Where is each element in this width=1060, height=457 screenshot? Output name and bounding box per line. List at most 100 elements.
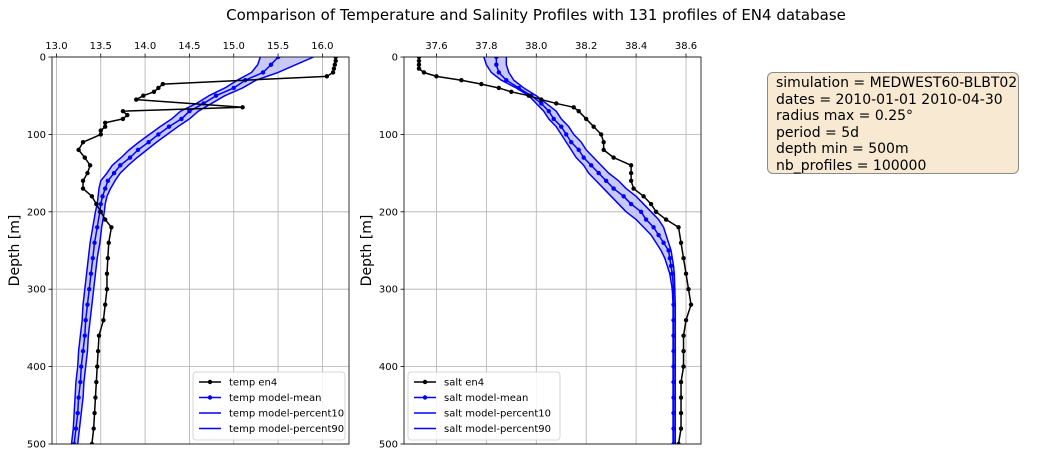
data-point — [102, 186, 108, 191]
data-point — [90, 256, 95, 261]
data-point — [479, 81, 484, 87]
data-point — [678, 240, 684, 245]
data-point — [151, 89, 157, 95]
info-dates: dates = 2010-01-01 2010-04-30 — [776, 91, 1003, 108]
data-point — [260, 70, 266, 75]
data-point — [671, 410, 676, 416]
data-point — [120, 116, 126, 122]
data-point — [156, 132, 161, 137]
data-point — [559, 124, 564, 129]
x-tick-label: 14.0 — [134, 41, 156, 52]
data-point — [596, 170, 601, 176]
data-point — [611, 186, 616, 191]
data-point — [87, 163, 93, 168]
legend-label: salt en4 — [444, 378, 484, 389]
x-tick-label: 38.0 — [525, 41, 547, 52]
legend-marker — [207, 395, 213, 400]
data-point — [628, 178, 634, 184]
data-point — [496, 85, 502, 91]
axes-frame — [51, 56, 350, 445]
data-point — [98, 132, 103, 137]
data-point — [588, 163, 594, 168]
data-point — [416, 62, 422, 67]
y-tick-label: 100 — [27, 130, 46, 141]
data-point — [104, 271, 110, 276]
x-tick-label: 37.6 — [425, 41, 447, 52]
data-point — [681, 256, 686, 261]
axes-frame — [403, 56, 702, 445]
data-point — [551, 116, 556, 122]
data-point — [683, 317, 689, 323]
data-point — [134, 97, 139, 102]
data-point — [160, 81, 166, 87]
legend-marker — [207, 379, 213, 385]
y-tick-label: 500 — [379, 440, 398, 451]
y-tick-label: 100 — [379, 130, 398, 141]
y-axis-label: Depth [m] — [359, 215, 375, 287]
data-point — [681, 348, 686, 354]
data-point — [671, 348, 676, 354]
data-point — [87, 287, 92, 292]
data-point — [671, 395, 676, 400]
x-tick-label: 38.2 — [575, 41, 597, 52]
data-point — [80, 186, 86, 191]
data-point — [80, 348, 86, 354]
data-point — [601, 147, 606, 153]
plot-area — [416, 57, 694, 444]
info-period: period = 5d — [776, 124, 860, 141]
data-point — [688, 302, 694, 307]
x-tick-label: 13.5 — [90, 41, 112, 52]
data-point — [78, 379, 83, 385]
data-point — [240, 105, 245, 110]
data-point — [667, 256, 673, 261]
data-point — [89, 194, 95, 199]
legend-label: salt model-mean — [444, 393, 528, 404]
data-point — [85, 170, 90, 176]
data-point — [653, 209, 659, 214]
data-point — [621, 194, 626, 199]
plot-area — [70, 57, 338, 444]
data-point — [111, 170, 117, 176]
data-point — [95, 348, 101, 354]
x-tick-label: 15.5 — [267, 41, 289, 52]
y-tick-label: 300 — [379, 285, 398, 296]
data-point — [671, 364, 676, 369]
series-line-1 — [73, 57, 279, 444]
data-point — [82, 155, 88, 160]
data-point — [80, 178, 86, 184]
data-point — [120, 108, 126, 114]
data-point — [681, 364, 686, 369]
legend-box — [192, 371, 346, 441]
x-tick-label: 38.6 — [675, 41, 697, 52]
data-point — [670, 271, 675, 276]
data-point — [102, 120, 108, 125]
data-point — [76, 147, 81, 153]
figure-title: Comparison of Temperature and Salinity P… — [226, 6, 846, 24]
data-point — [333, 57, 338, 60]
data-point — [421, 70, 427, 75]
data-point — [330, 70, 336, 75]
data-point — [93, 395, 98, 400]
data-point — [678, 379, 684, 385]
x-tick-label: 15.0 — [223, 41, 245, 52]
data-point — [671, 302, 676, 307]
data-point — [539, 97, 544, 102]
data-point — [94, 379, 99, 385]
data-point — [598, 132, 604, 137]
data-point — [332, 62, 338, 67]
legend-label: temp model-percent10 — [229, 409, 344, 420]
data-point — [681, 333, 686, 338]
series-line-2 — [70, 57, 262, 444]
data-point — [569, 139, 574, 145]
data-point — [96, 333, 102, 338]
data-point — [434, 74, 439, 79]
data-point — [661, 240, 666, 245]
data-point — [88, 271, 94, 276]
data-point — [576, 108, 581, 114]
data-point — [91, 426, 96, 431]
temperature-profile-panel: 13.0 13.5 14.0 14.5 15.0 15.5 16.0 0 100 200 300 40… — [7, 41, 350, 451]
data-point — [571, 105, 576, 110]
data-point — [98, 209, 103, 214]
data-point — [324, 74, 330, 79]
x-tick-label: 38.4 — [625, 41, 647, 52]
